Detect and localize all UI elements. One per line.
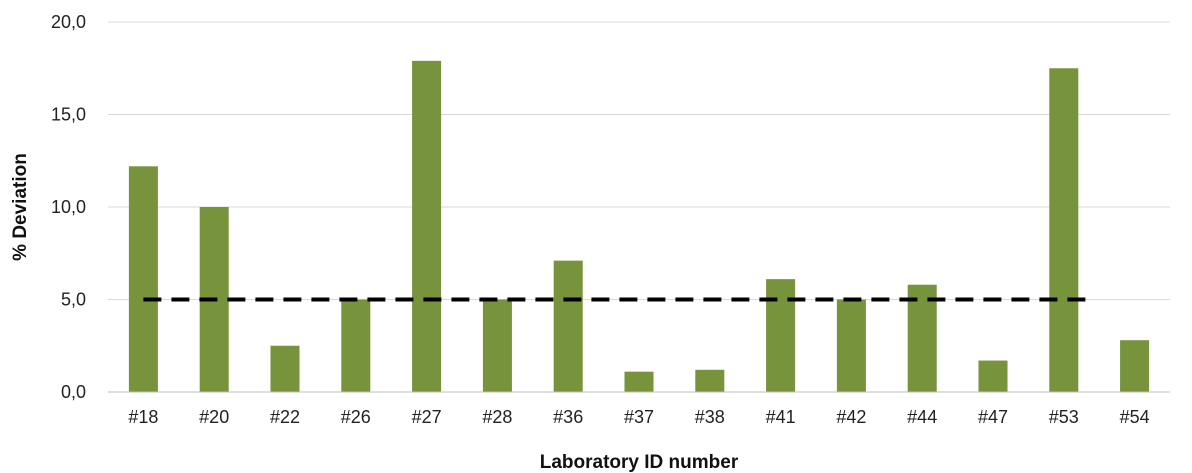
bar [766, 279, 796, 392]
y-tick-label: 15,0 [51, 105, 86, 125]
y-tick-label: 10,0 [51, 197, 86, 217]
bar [695, 369, 725, 392]
bar [128, 166, 158, 392]
x-tick-label: #36 [553, 407, 583, 427]
x-tick-label: #22 [270, 407, 300, 427]
bar [553, 260, 583, 392]
y-axis-tick-labels: 0,0 5,0 10,0 15,0 20,0 [51, 12, 86, 402]
bar [341, 299, 371, 392]
x-tick-label: #37 [624, 407, 654, 427]
x-tick-label: #28 [482, 407, 512, 427]
x-tick-label: #54 [1120, 407, 1150, 427]
x-tick-label: #42 [836, 407, 866, 427]
bars [128, 60, 1150, 392]
y-tick-label: 0,0 [61, 382, 86, 402]
x-tick-label: #20 [199, 407, 229, 427]
gridlines [108, 21, 1170, 300]
bar [907, 284, 937, 392]
bar [1049, 68, 1079, 392]
bar [836, 299, 866, 392]
y-tick-label: 20,0 [51, 12, 86, 32]
bar [412, 60, 442, 392]
x-axis-tick-labels: #18 #20 #22 #26 #27 #28 #36 #37 #38 #41 #42 #44 #47 #… [128, 407, 1149, 427]
x-tick-label: #26 [341, 407, 371, 427]
bar [978, 360, 1008, 392]
x-tick-label: #27 [412, 407, 442, 427]
x-axis-title: Laboratory ID number [540, 452, 739, 473]
x-tick-label: #44 [907, 407, 937, 427]
y-tick-label: 5,0 [61, 290, 86, 310]
x-tick-label: #18 [128, 407, 158, 427]
bar [624, 371, 654, 392]
x-tick-label: #38 [695, 407, 725, 427]
bar [1120, 340, 1150, 392]
bar [270, 345, 300, 392]
bar [482, 299, 512, 392]
x-tick-label: #47 [978, 407, 1008, 427]
y-axis-title: % Deviation [10, 153, 31, 261]
x-tick-label: #53 [1049, 407, 1079, 427]
x-tick-label: #41 [766, 407, 796, 427]
